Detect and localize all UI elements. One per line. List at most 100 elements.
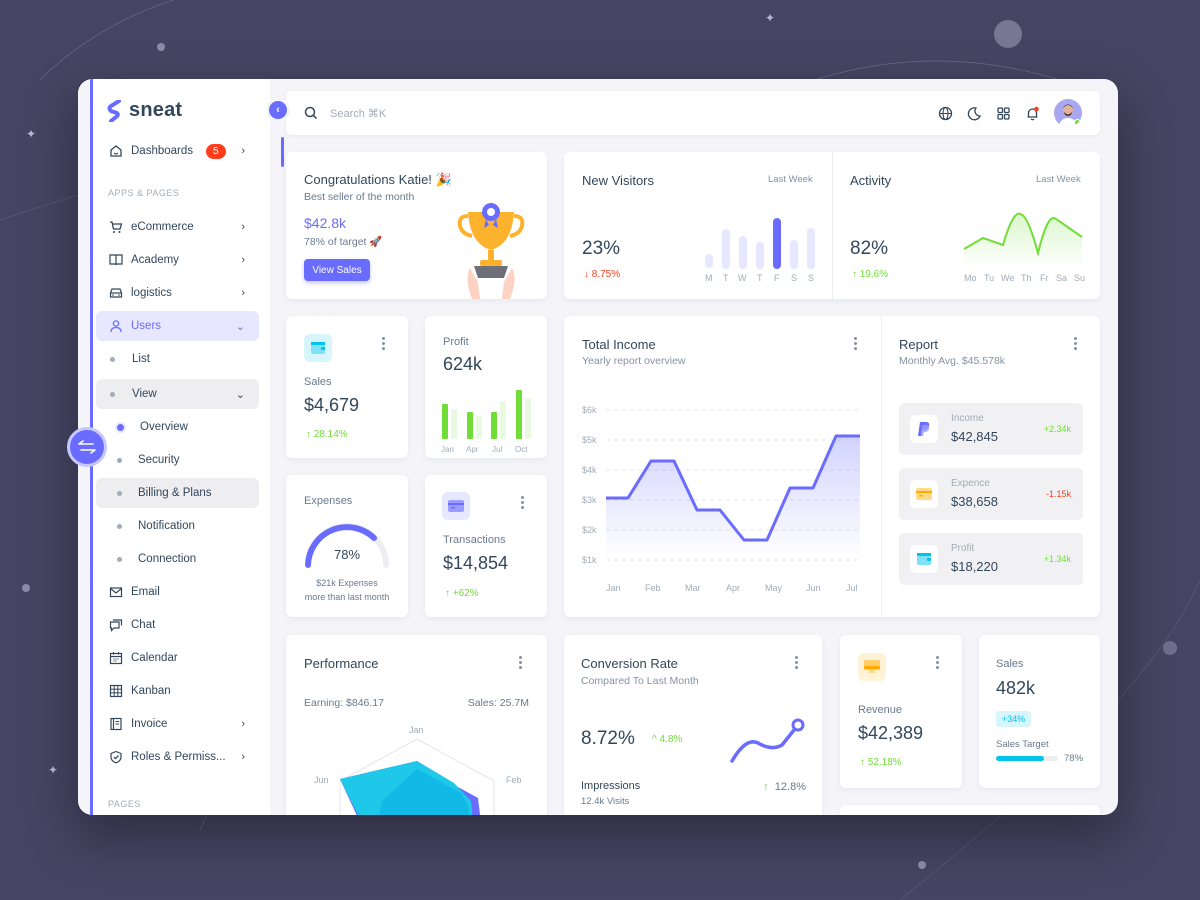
sidebar-item-security[interactable]: Security [96, 445, 259, 475]
chevron-left-icon: ‹ [276, 104, 280, 116]
sidebar-item-label: View [132, 388, 157, 400]
conversion-value: 8.72% [581, 728, 635, 749]
more-options-icon[interactable] [1074, 337, 1077, 350]
sidebar-item-view[interactable]: View ⌄ [96, 379, 259, 409]
sidebar-item-logistics[interactable]: logistics › [96, 278, 259, 308]
mail-icon [108, 584, 124, 600]
svg-text:Feb: Feb [506, 775, 522, 785]
sidebar-item-list[interactable]: List [96, 344, 259, 374]
swap-arrows-icon [78, 440, 96, 454]
svg-text:$4k: $4k [582, 465, 597, 475]
more-options-icon[interactable] [795, 656, 798, 669]
more-options-icon[interactable] [519, 656, 522, 669]
svg-text:$2k: $2k [582, 525, 597, 535]
sidebar-item-billing[interactable]: Billing & Plans [96, 478, 259, 508]
chevron-right-icon: › [241, 221, 245, 233]
view-sales-button[interactable]: View Sales [304, 259, 370, 281]
search-input[interactable]: Search ⌘K [330, 107, 387, 120]
search-icon[interactable] [304, 106, 318, 120]
sidebar-item-label: Kanban [131, 685, 171, 697]
revenue-change: ↑ 52.18% [860, 757, 902, 768]
more-options-icon[interactable] [936, 656, 939, 669]
sidebar-item-overview[interactable]: Overview [96, 412, 259, 442]
sidebar-item-notification[interactable]: Notification [96, 511, 259, 541]
credit-card-icon [910, 480, 938, 508]
sales-target-progress [996, 756, 1058, 761]
customizer-toggle-button[interactable] [67, 427, 107, 467]
sidebar-item-academy[interactable]: Academy › [96, 245, 259, 275]
sales-label: Sales [304, 376, 332, 388]
svg-text:Mo: Mo [964, 273, 977, 283]
arrow-up-icon: ↑ [860, 757, 868, 768]
arrow-up-icon: ↑ [445, 588, 453, 599]
cart-icon [108, 219, 124, 235]
profit-label: Profit [443, 336, 469, 348]
svg-text:W: W [738, 273, 747, 283]
chevron-down-icon: ⌄ [235, 388, 245, 401]
conversion-title: Conversion Rate [581, 656, 678, 671]
sales-target-label: Sales Target [996, 739, 1049, 750]
performance-sales: Sales: 25.7M [467, 697, 529, 709]
logo[interactable]: sneat [107, 99, 182, 122]
svg-text:$1k: $1k [582, 555, 597, 565]
more-options-icon[interactable] [521, 496, 524, 509]
partial-card [840, 805, 1100, 815]
sidebar-item-calendar[interactable]: Calendar [96, 643, 259, 673]
transactions-change-value: +62% [452, 588, 479, 599]
sidebar-item-kanban[interactable]: Kanban [96, 676, 259, 706]
sidebar-item-label: Dashboards [131, 145, 194, 157]
svg-text:Apr: Apr [726, 583, 740, 593]
sales-target-pct: 78% [1064, 753, 1084, 764]
moon-icon[interactable] [967, 106, 982, 121]
activity-value: 82% [850, 238, 889, 259]
transactions-change: ↑ +62% [445, 588, 479, 599]
report-change: +1.34k [1043, 554, 1071, 564]
sales2-badge: +34% [996, 711, 1032, 727]
svg-text:F: F [774, 273, 780, 283]
sidebar-item-dashboards[interactable]: Dashboards 5 › [96, 136, 259, 166]
expenses-percent: 78% [333, 547, 361, 562]
bell-icon[interactable] [1025, 106, 1040, 121]
avatar[interactable] [1054, 99, 1082, 127]
sidebar-item-label: Notification [138, 520, 195, 532]
report-label: Profit [951, 543, 975, 554]
activity-title: Activity [850, 173, 892, 188]
book-icon [108, 252, 124, 268]
sidebar-item-ecommerce[interactable]: eCommerce › [96, 212, 259, 242]
activity-line-chart: Mo Tu We Th Fr Sa Su [964, 212, 1085, 283]
sidebar-item-chat[interactable]: Chat [96, 610, 259, 640]
globe-icon[interactable] [938, 106, 953, 121]
sales-change: ↑ 28.14% [306, 429, 348, 440]
more-options-icon[interactable] [854, 337, 857, 350]
visitors-title: New Visitors [582, 173, 655, 188]
sidebar-item-label: Invoice [131, 718, 168, 730]
activity-change: ↑ 19.6% [852, 269, 888, 280]
sidebar-item-label: Roles & Permiss... [131, 751, 226, 763]
bullet-icon [110, 391, 115, 397]
sales2-label: Sales [996, 658, 1024, 670]
collapse-sidebar-button[interactable]: ‹ [266, 98, 290, 122]
sidebar-item-users[interactable]: Users ⌄ [96, 311, 259, 341]
apps-grid-icon[interactable] [996, 106, 1011, 121]
sidebar-item-label: Email [131, 586, 160, 598]
revenue-card: Revenue $42,389 ↑ 52.18% [840, 635, 962, 788]
visitors-change: ↓ 8.75% [584, 269, 620, 280]
impressions-visits: 12.4k Visits [581, 796, 630, 807]
sidebar-item-connection[interactable]: Connection [96, 544, 259, 574]
arrow-up-icon: ↑ [763, 781, 772, 793]
chat-icon [108, 617, 124, 633]
revenue-change-value: 52.18% [867, 757, 902, 768]
expenses-note-2: more than last month [304, 592, 390, 602]
shield-check-icon [108, 749, 124, 765]
sidebar-item-email[interactable]: Email [96, 577, 259, 607]
performance-earning: Earning: $846.17 [304, 697, 384, 709]
svg-text:Mar: Mar [685, 583, 701, 593]
svg-text:We: We [1001, 273, 1014, 283]
svg-text:S: S [808, 273, 814, 283]
more-options-icon[interactable] [382, 337, 385, 350]
sidebar-item-roles[interactable]: Roles & Permiss... › [96, 742, 259, 772]
sidebar-item-invoice[interactable]: Invoice › [96, 709, 259, 739]
sidebar-item-label: Connection [138, 553, 197, 565]
svg-text:T: T [723, 273, 729, 283]
